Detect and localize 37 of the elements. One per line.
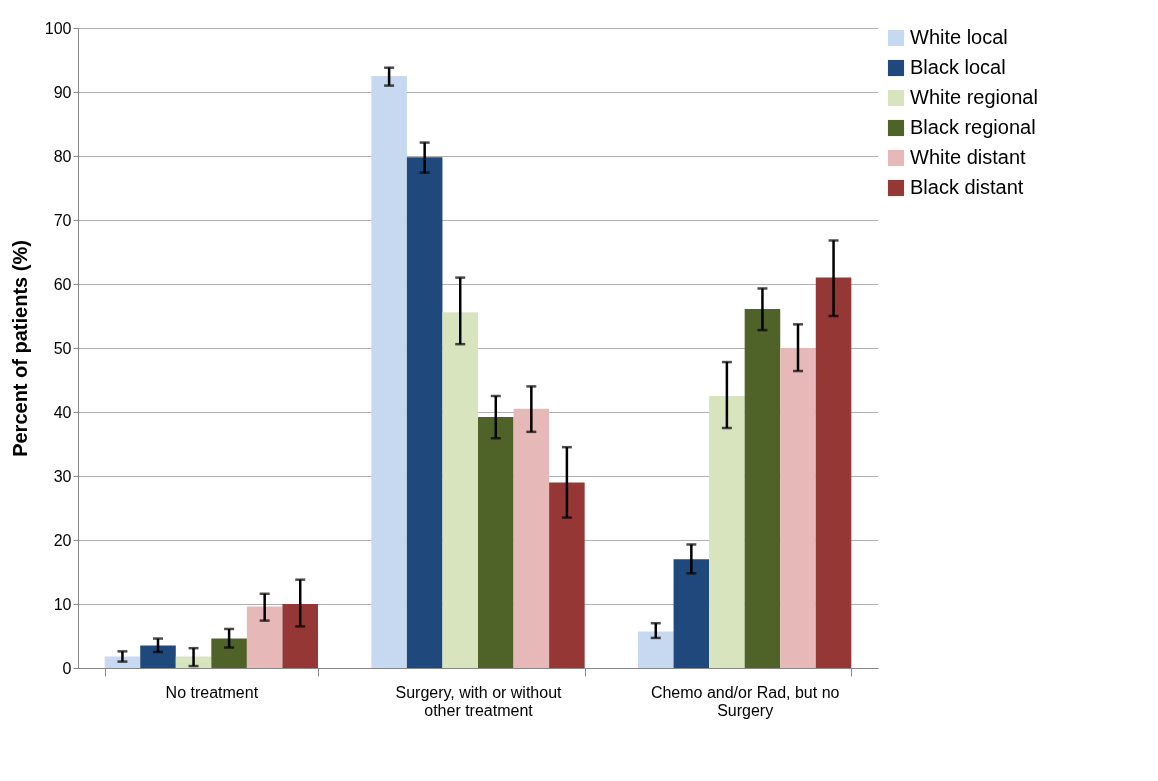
y-tick-label: 50 <box>53 339 72 357</box>
y-tick-label: 100 <box>44 19 72 37</box>
bar <box>815 277 852 668</box>
y-tick-label: 30 <box>53 467 72 485</box>
legend-label: Black distant <box>910 176 1024 198</box>
bar <box>140 645 176 668</box>
bar <box>442 312 478 668</box>
bar <box>709 396 745 668</box>
x-tick-label: Surgery, with or without other treatment <box>395 683 563 719</box>
y-tick-label: 80 <box>53 147 72 165</box>
y-tick-label: 20 <box>53 531 72 549</box>
bar <box>246 606 283 668</box>
bar <box>478 417 514 668</box>
y-axis-title: Percent of patients (%) <box>8 240 31 457</box>
bar <box>549 482 585 668</box>
bar <box>780 348 816 668</box>
bar <box>211 638 247 668</box>
bar <box>744 308 781 668</box>
y-tick-label: 70 <box>53 211 72 229</box>
legend-label: White regional <box>910 86 1038 108</box>
bar <box>282 604 318 668</box>
bar <box>513 408 550 668</box>
bar <box>673 559 710 668</box>
legend-label: White distant <box>910 146 1027 168</box>
y-tick-label: 40 <box>53 403 72 421</box>
legend-label: White local <box>910 26 1008 48</box>
bar <box>638 631 674 668</box>
y-tick-label: 90 <box>53 83 72 101</box>
bar <box>406 157 443 668</box>
x-tick-label: Chemo and/or Rad, but no Surgery <box>650 683 840 719</box>
x-tick-label: No treatment <box>165 683 259 701</box>
y-tick-label: 10 <box>53 595 72 613</box>
legend-label: Black local <box>910 56 1006 78</box>
y-tick-label: 60 <box>53 275 72 293</box>
bar <box>371 76 407 668</box>
legend-label: Black regional <box>910 116 1036 138</box>
y-tick-label: 0 <box>62 659 72 677</box>
